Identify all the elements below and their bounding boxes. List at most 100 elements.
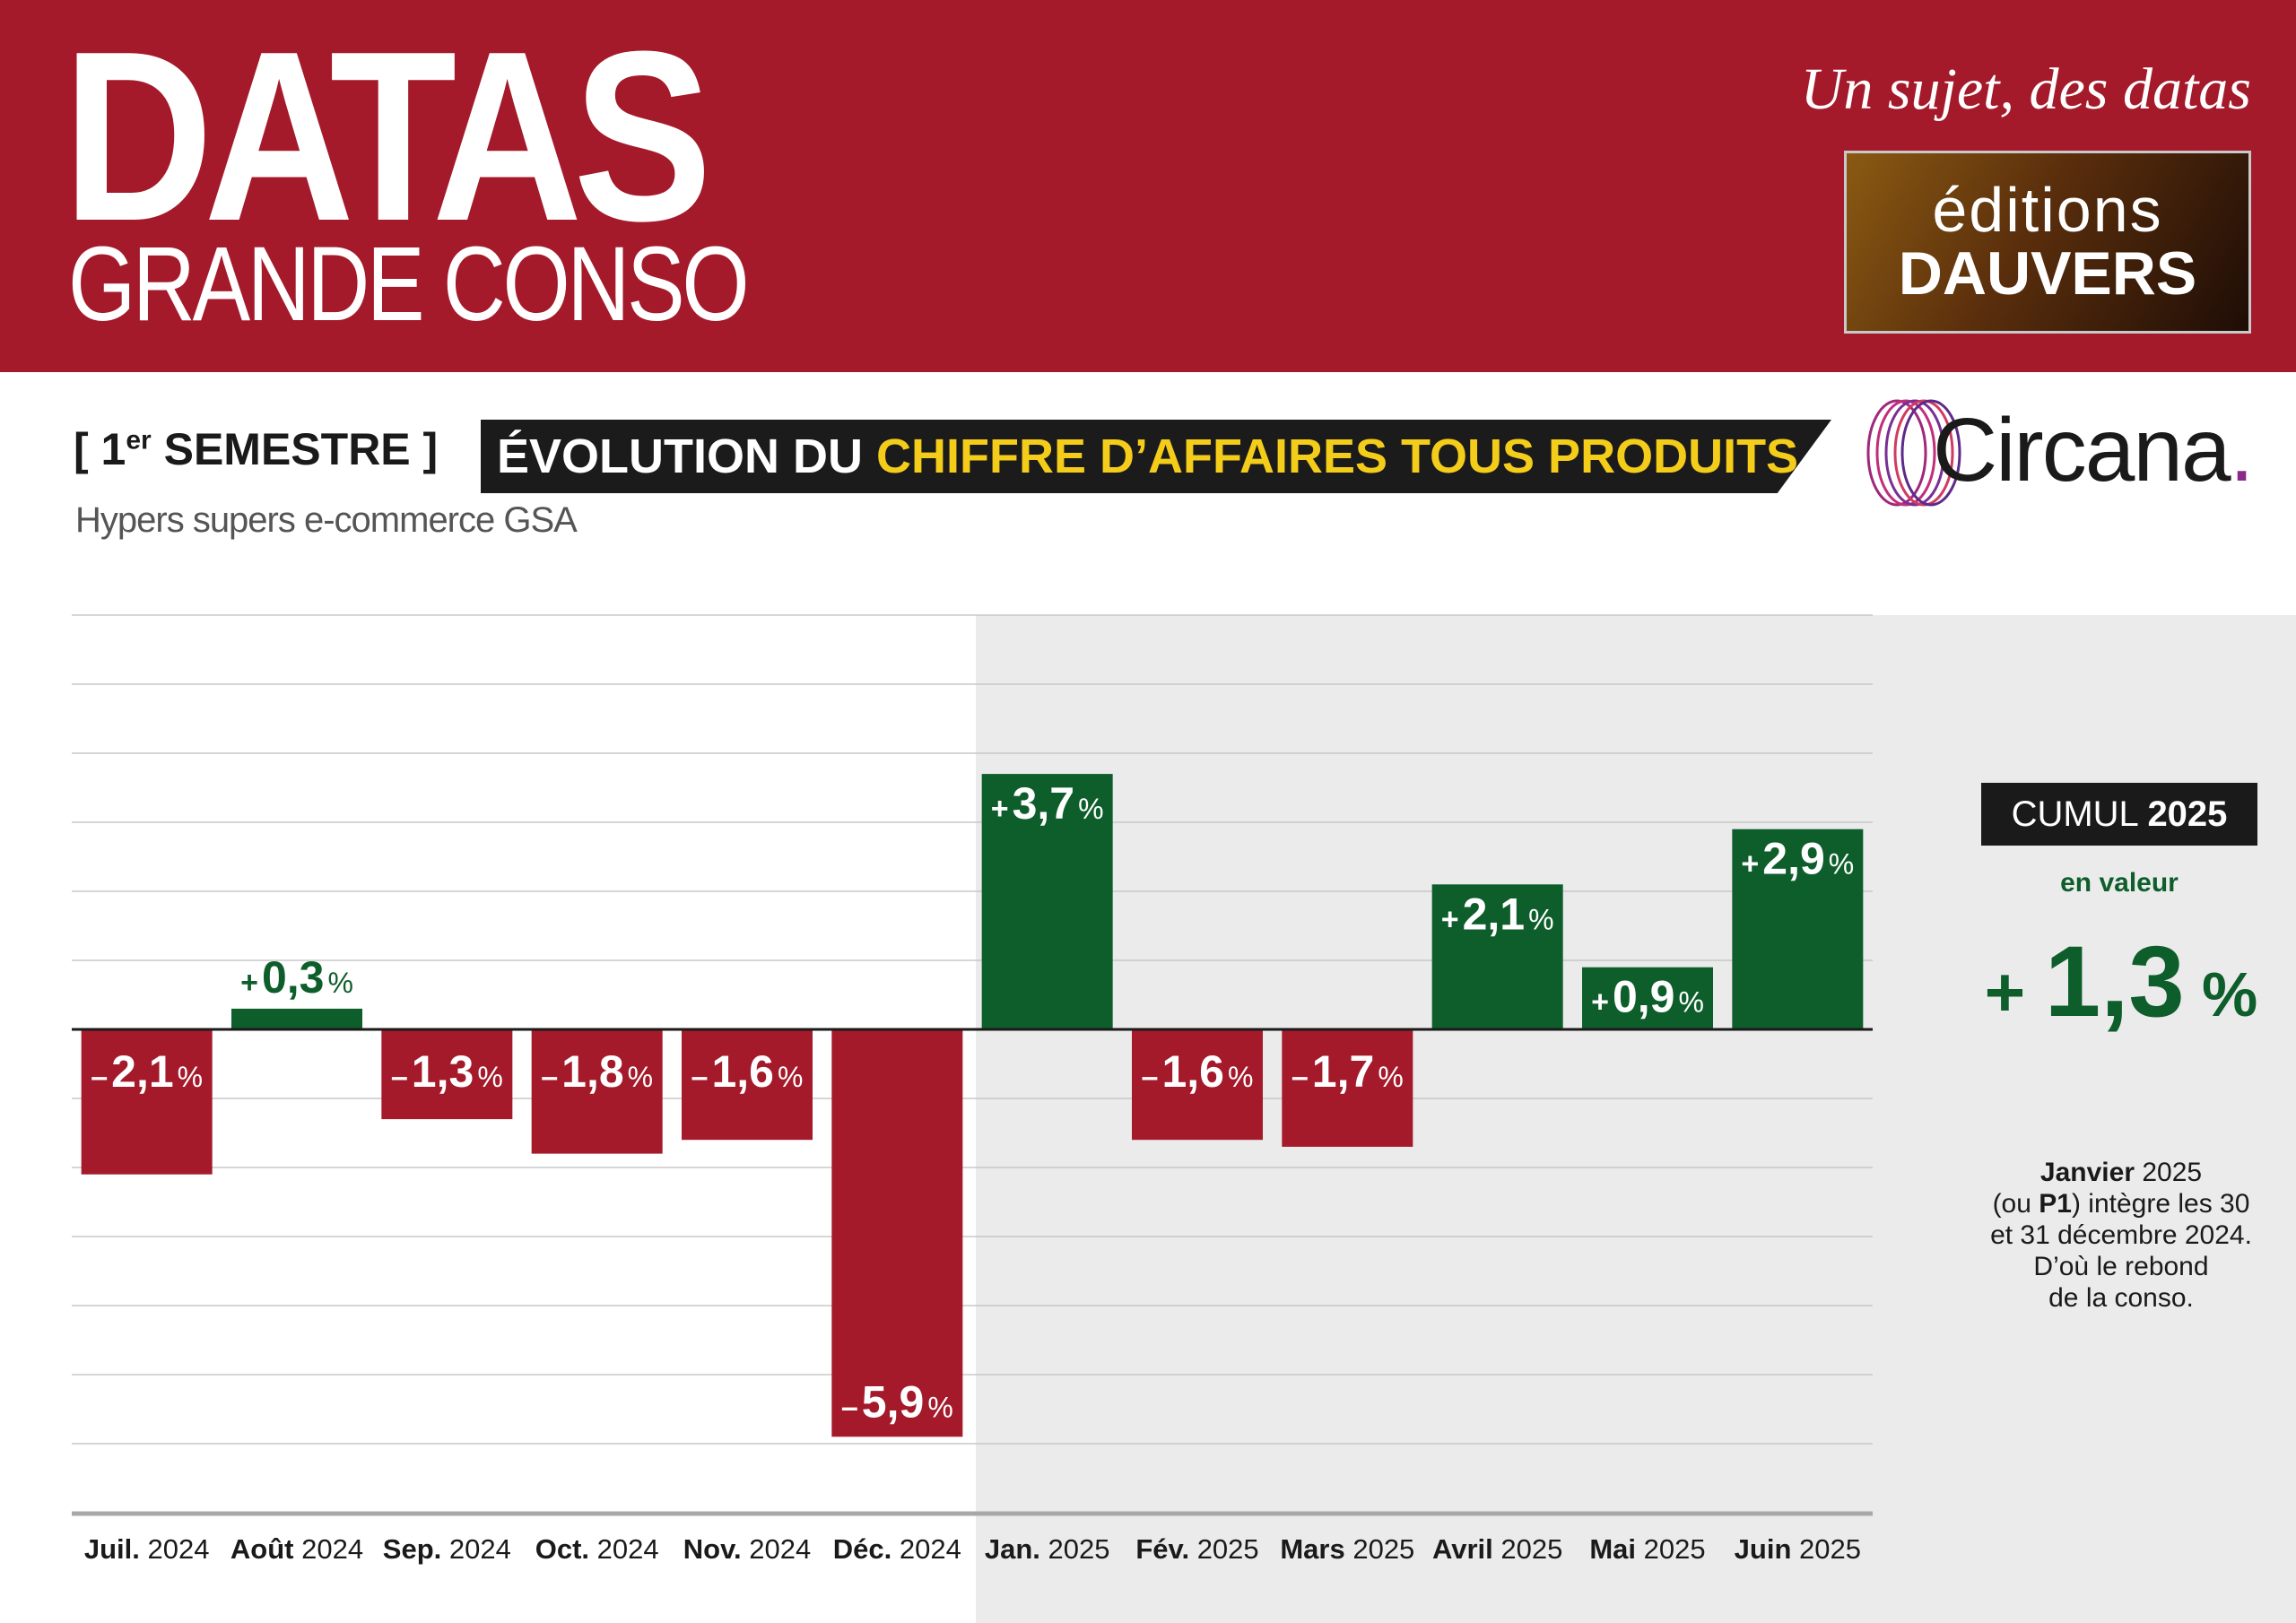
month-label: Juin 2025 — [1735, 1533, 1861, 1565]
title-banner: ÉVOLUTION DU CHIFFRE D’AFFAIRES TOUS PRO… — [481, 420, 1831, 493]
footnote-line5: de la conso. — [2048, 1283, 2194, 1313]
chart-title: ÉVOLUTION DU CHIFFRE D’AFFAIRES TOUS PRO… — [497, 429, 1798, 484]
data-label-value: 2,1 — [111, 1046, 174, 1097]
bar — [1431, 884, 1563, 1029]
month-label-bold: Avril — [1432, 1533, 1493, 1565]
month-label-year: 2025 — [1493, 1533, 1563, 1565]
period-suffix: SEMESTRE ] — [151, 424, 439, 474]
bar — [1582, 967, 1713, 1029]
cumul-label-year: 2025 — [2147, 794, 2228, 834]
bar — [381, 1029, 513, 1120]
data-label: +2,9% — [1741, 834, 1854, 884]
source-logo-icon — [1866, 399, 1961, 507]
title-part2: CHIFFRE D’AFFAIRES TOUS PRODUITS — [876, 430, 1799, 483]
cumul-value: + 1,3 % — [1973, 924, 2269, 1039]
month-label-bold: Juil. — [84, 1533, 140, 1565]
source-text: Circana — [1933, 400, 2231, 500]
data-label: –1,6% — [1142, 1046, 1254, 1097]
footnote-bold1: Janvier — [2039, 1158, 2135, 1187]
publisher-line1: éditions — [1932, 175, 2163, 245]
data-label-sign: + — [240, 966, 258, 1000]
data-label: –1,8% — [541, 1046, 653, 1097]
footnote: Janvier 2025 (ou P1) intègre les 30 et 3… — [1937, 1157, 2296, 1314]
month-label: Déc. 2024 — [833, 1533, 961, 1565]
cumul-sign: + — [1984, 952, 2045, 1031]
data-label-value: 0,3 — [262, 952, 325, 1002]
month-label: Nov. 2024 — [683, 1533, 811, 1565]
data-label-unit: % — [628, 1061, 653, 1093]
month-label: Mai 2025 — [1589, 1533, 1705, 1565]
data-label-value: 1,7 — [1312, 1046, 1375, 1097]
publisher-logo: éditions DAUVERS — [1844, 151, 2251, 334]
month-label-year: 2024 — [441, 1533, 511, 1565]
month-label-bold: Déc. — [833, 1533, 891, 1565]
data-label-unit: % — [1378, 1061, 1403, 1093]
data-label-sign: + — [1591, 985, 1609, 1020]
month-label-bold: Jan. — [985, 1533, 1040, 1565]
bar — [231, 1008, 362, 1029]
month-label-year: 2025 — [1791, 1533, 1861, 1565]
month-label-year: 2024 — [742, 1533, 812, 1565]
data-label-value: 2,9 — [1762, 834, 1825, 884]
bar — [1282, 1029, 1413, 1147]
data-label-sign: – — [841, 1390, 858, 1424]
data-label-value: 5,9 — [862, 1376, 925, 1427]
data-label: –1,3% — [391, 1046, 503, 1097]
data-label-value: 3,7 — [1013, 778, 1075, 829]
title-part1: ÉVOLUTION DU — [497, 430, 877, 483]
data-label: +0,9% — [1591, 972, 1704, 1022]
cumul-label-prefix: CUMUL — [2011, 794, 2148, 834]
month-label: Oct. 2024 — [535, 1533, 659, 1565]
data-label-sign: – — [1142, 1060, 1159, 1094]
source-name: Circana. — [1933, 405, 2254, 495]
period-prefix: [ 1 — [74, 424, 126, 474]
month-label-bold: Mars — [1280, 1533, 1344, 1565]
bar — [1132, 1029, 1263, 1141]
month-label: Mars 2025 — [1280, 1533, 1414, 1565]
data-label-value: 1,3 — [412, 1046, 474, 1097]
data-label-value: 2,1 — [1463, 889, 1526, 939]
brand-title: DATAS — [63, 2, 712, 272]
month-label-bold: Mai — [1589, 1533, 1636, 1565]
data-label-sign: + — [991, 792, 1009, 826]
month-label: Août 2024 — [230, 1533, 363, 1565]
data-label: +3,7% — [991, 778, 1104, 829]
data-label-value: 1,6 — [1161, 1046, 1224, 1097]
data-label-unit: % — [1228, 1061, 1253, 1093]
data-label-unit: % — [1078, 793, 1103, 825]
data-label-sign: – — [691, 1060, 709, 1094]
data-label: +2,1% — [1441, 889, 1554, 939]
data-label: –5,9% — [841, 1376, 953, 1427]
footnote-text1: 2025 — [2135, 1158, 2203, 1187]
data-label-unit: % — [327, 967, 352, 999]
month-label-bold: Août — [230, 1533, 294, 1565]
bar — [831, 1029, 963, 1437]
cumul-number: 1,3 — [2044, 925, 2185, 1037]
footnote-line2: (ou P1) intègre les 30 — [1937, 1188, 2296, 1219]
bar — [81, 1029, 213, 1175]
data-label-unit: % — [778, 1061, 803, 1093]
month-label-bold: Fév. — [1135, 1533, 1189, 1565]
month-label-year: 2024 — [140, 1533, 210, 1565]
data-label: –1,7% — [1292, 1046, 1404, 1097]
data-label-unit: % — [1528, 903, 1553, 935]
scope-label: Hypers supers e-commerce GSA — [75, 500, 578, 540]
month-label: Sep. 2024 — [383, 1533, 511, 1565]
data-label-sign: – — [91, 1060, 108, 1094]
data-label: +0,3% — [240, 952, 353, 1002]
month-label-bold: Nov. — [683, 1533, 742, 1565]
footnote-line4: D’où le rebond — [2033, 1252, 2209, 1281]
month-label-bold: Oct. — [535, 1533, 589, 1565]
month-label: Juil. 2024 — [84, 1533, 210, 1565]
month-label-year: 2024 — [294, 1533, 364, 1565]
month-label-year: 2025 — [1345, 1533, 1415, 1565]
data-label-unit: % — [178, 1061, 203, 1093]
footnote-line1: Janvier 2025 — [1937, 1157, 2296, 1188]
data-label-sign: + — [1741, 847, 1759, 881]
cumul-sublabel: en valeur — [2060, 868, 2179, 898]
cumul-unit: % — [2184, 959, 2258, 1029]
data-label-value: 1,8 — [561, 1046, 624, 1097]
tagline: Un sujet, des datas — [1800, 56, 2251, 122]
month-label: Jan. 2025 — [985, 1533, 1110, 1565]
